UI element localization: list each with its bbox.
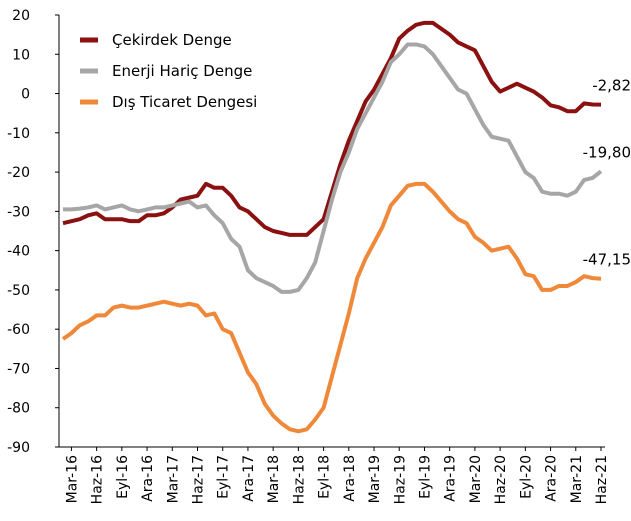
y-tick-label: 20 — [12, 8, 30, 24]
y-tick-label: -30 — [7, 204, 30, 220]
y-tick-label: -50 — [7, 283, 30, 299]
legend-label: Dış Ticaret Dengesi — [112, 93, 257, 111]
x-tick-label: Mar-17 — [165, 455, 181, 503]
y-tick-label: -90 — [7, 440, 30, 456]
x-tick-label: Eyl-19 — [417, 455, 433, 499]
x-tick-label: Ara-16 — [140, 455, 156, 502]
x-tick-label: Ara-18 — [342, 455, 358, 502]
x-tick-label: Mar-16 — [64, 455, 80, 503]
legend-label: Çekirdek Denge — [112, 31, 232, 49]
x-tick-label: Haz-17 — [191, 455, 207, 504]
legend-label: Enerji Hariç Denge — [112, 62, 252, 80]
data-label: -2,82 — [592, 77, 631, 95]
series-line — [61, 181, 602, 434]
x-tick-label: Haz-18 — [291, 455, 307, 504]
x-tick-label: Eyl-16 — [115, 455, 131, 499]
x-tick-label: Haz-21 — [594, 455, 610, 504]
series-line — [63, 42, 603, 294]
x-tick-label: Ara-17 — [241, 455, 257, 502]
x-tick-label: Mar-20 — [468, 455, 484, 503]
y-tick-label: -70 — [7, 361, 30, 377]
series-line — [62, 20, 602, 237]
x-tick-label: Ara-19 — [443, 455, 459, 502]
x-tick-label: Ara-20 — [544, 455, 560, 502]
data-label: -47,15 — [583, 251, 631, 269]
x-tick-label: Haz-16 — [90, 455, 106, 504]
x-tick-label: Eyl-17 — [216, 455, 232, 499]
y-tick-label: -80 — [7, 401, 30, 417]
x-tick-label: Mar-21 — [569, 455, 585, 503]
y-tick-label: -40 — [7, 244, 30, 260]
y-tick-label: -10 — [7, 126, 30, 142]
x-tick-label: Haz-20 — [493, 455, 509, 504]
x-tick-label: Eyl-18 — [317, 455, 333, 499]
x-tick-label: Mar-18 — [266, 455, 282, 503]
y-tick-label: -60 — [7, 322, 30, 338]
y-tick-label: -20 — [7, 165, 30, 181]
y-tick-label: 10 — [12, 47, 30, 63]
data-label: -19,80 — [583, 143, 631, 161]
x-tick-label: Haz-19 — [392, 455, 408, 504]
x-tick-label: Eyl-20 — [518, 455, 534, 499]
x-tick-label: Mar-19 — [367, 455, 383, 503]
y-tick-label: 0 — [21, 87, 30, 103]
